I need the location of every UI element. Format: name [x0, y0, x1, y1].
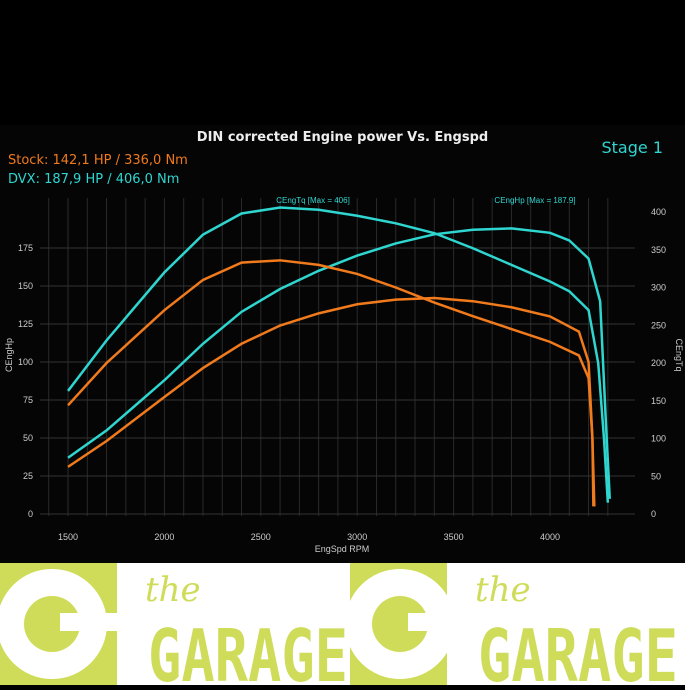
stage-label: Stage 1 — [601, 138, 664, 157]
series-line-1 — [67, 227, 612, 499]
y2-tick-label: 350 — [651, 245, 666, 255]
x-tick-label: 3500 — [444, 532, 464, 542]
y2-tick-label: 100 — [651, 434, 666, 444]
y2-tick-label: 400 — [651, 207, 666, 217]
plot-svg: 0 25 50 75 100 125 150 175 0 50 100 150 200 250 300 350… — [4, 196, 684, 554]
y-tick-label: 175 — [18, 243, 33, 253]
x-axis-label: EngSpd RPM — [315, 544, 370, 554]
y-tick-label: 150 — [18, 281, 33, 291]
chart-title: DIN corrected Engine power Vs. Engspd — [196, 130, 489, 145]
svg-text:the: the — [145, 570, 201, 610]
the-garage-logo: the the GARAGE GARAGE — [0, 563, 685, 690]
x-tick-label: 2000 — [154, 532, 174, 542]
y2-tick-label: 50 — [651, 471, 661, 481]
y2-tick-label: 250 — [651, 320, 666, 330]
y2-tick-label: 150 — [651, 396, 666, 406]
y-tick-label: 50 — [23, 433, 33, 443]
y-tick-label: 0 — [28, 509, 33, 519]
svg-text:the: the — [475, 570, 531, 610]
x-tick-label: 4000 — [540, 532, 560, 542]
garage-logo-icon: the the GARAGE GARAGE — [0, 563, 678, 690]
y2-tick-label: 200 — [651, 358, 666, 368]
svg-text:GARAGE: GARAGE — [148, 614, 348, 685]
y-tick-label: 25 — [23, 471, 33, 481]
dvx-summary: DVX: 187,9 HP / 406,0 Nm — [8, 172, 180, 187]
y2-tick-label: 0 — [651, 509, 656, 519]
y-tick-label: 100 — [18, 357, 33, 367]
x-tick-label: 1500 — [58, 532, 78, 542]
annotation-hp-max: CEngHp [Max = 187.9] — [494, 196, 575, 205]
y-tick-label: 125 — [18, 319, 33, 329]
x-tick-label: 2500 — [251, 532, 271, 542]
y2-tick-label: 300 — [651, 283, 666, 293]
y-tick-label: 75 — [23, 395, 33, 405]
y2-axis-label: CEngTq — [674, 338, 684, 371]
y-axis-label: CEngHp — [4, 338, 14, 372]
svg-text:GARAGE: GARAGE — [478, 614, 678, 685]
stock-summary: Stock: 142,1 HP / 336,0 Nm — [8, 153, 188, 168]
x-tick-label: 3000 — [347, 532, 367, 542]
annotation-torque-max: CEngTq [Max = 406] — [276, 196, 350, 205]
dyno-chart-area — [0, 125, 685, 563]
series-line-2 — [67, 259, 596, 507]
series-line-3 — [67, 296, 595, 507]
series-line-0 — [67, 206, 610, 503]
